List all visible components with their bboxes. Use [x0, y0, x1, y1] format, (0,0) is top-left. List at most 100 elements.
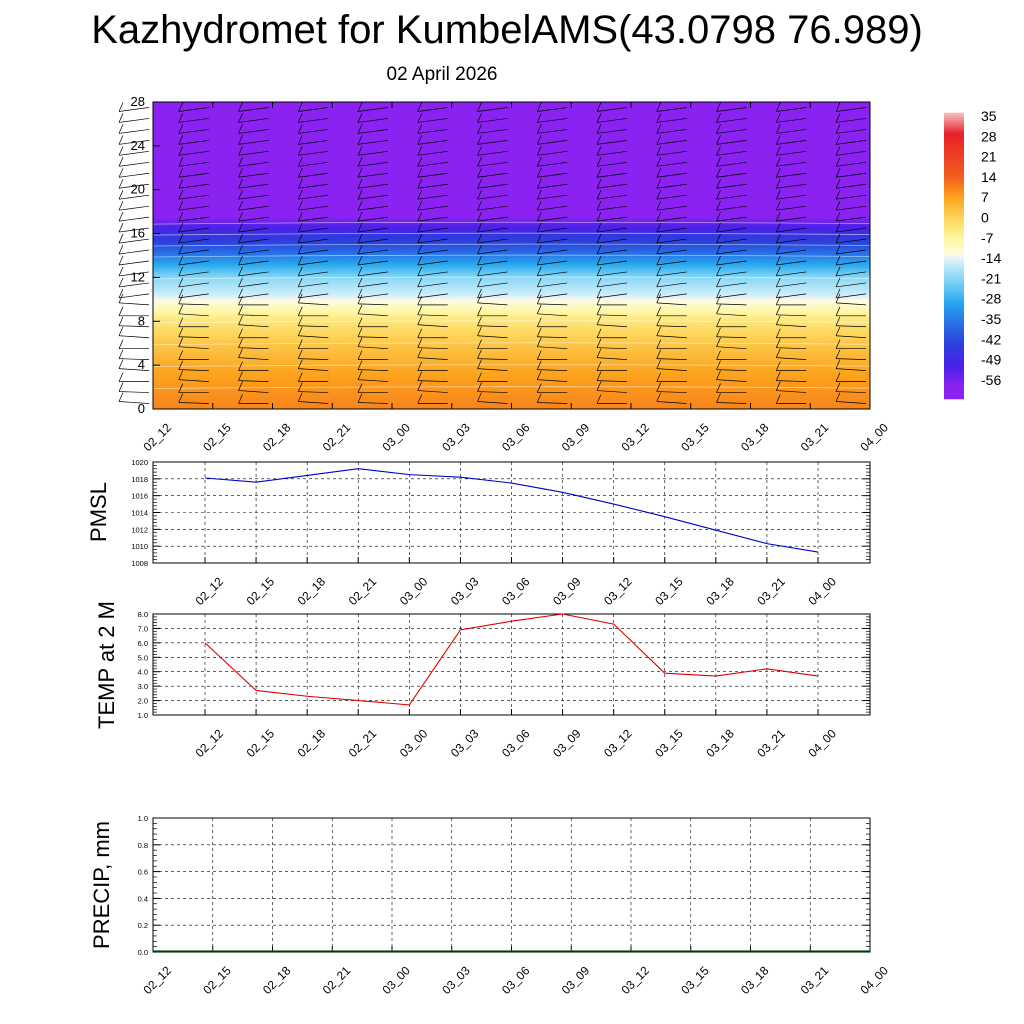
wind-barb-flag [656, 222, 662, 233]
wind-barb-staff [477, 335, 508, 339]
wind-barb [536, 317, 568, 328]
colorbar-swatch [944, 296, 964, 300]
wind-barb-staff [477, 194, 508, 200]
wind-barb-flag [118, 288, 124, 299]
wind-barb-flag [775, 371, 781, 381]
wind-barb [656, 179, 687, 189]
wind-barb [417, 244, 448, 255]
x-tick-label: 02_21 [346, 726, 380, 760]
heatmap-cell [153, 203, 870, 206]
wind-barb-flag [238, 315, 243, 325]
wind-barb-flag [596, 277, 602, 288]
wind-barb-flag [477, 277, 482, 288]
heatmap-cell [153, 212, 870, 215]
wind-barb [417, 102, 448, 112]
wind-barb [477, 179, 508, 189]
wind-barb [417, 146, 448, 156]
heatmap-cell [153, 179, 870, 182]
wind-barb [656, 306, 687, 317]
wind-barb [536, 393, 568, 404]
heatmap-cell [153, 316, 870, 319]
wind-barb-staff [238, 293, 269, 299]
wind-barb-staff [238, 271, 269, 277]
wind-barb-staff [656, 216, 687, 222]
wind-barb [477, 339, 508, 350]
colorbar-swatch [944, 169, 964, 173]
wind-barb [835, 146, 867, 156]
wind-barb-flag [477, 288, 482, 299]
heatmap-cell [153, 251, 870, 254]
colorbar-swatch [944, 367, 964, 371]
wind-barb-staff [596, 282, 628, 288]
contour-line [152, 254, 871, 258]
wind-barb [417, 361, 448, 371]
wind-barb-flag [477, 255, 482, 266]
x-tick-label: 03_06 [499, 420, 533, 454]
wind-barb-flag [835, 349, 841, 359]
wind-barb [536, 288, 568, 299]
wind-barb [835, 266, 867, 277]
wind-barb-staff [776, 347, 807, 350]
wind-barb [596, 348, 628, 361]
colorbar-swatch [944, 134, 964, 138]
wind-barb-staff [298, 335, 329, 339]
wind-barb-flag [118, 233, 124, 244]
heatmap-cell [153, 202, 870, 205]
heatmap-cell [153, 387, 870, 390]
heatmap-cell [153, 267, 870, 269]
x-tick-label: 03_09 [550, 726, 584, 760]
colorbar-swatch [944, 222, 964, 226]
heatmap-cell [153, 213, 870, 216]
colorbar-swatch [944, 241, 964, 245]
wind-barb-staff [716, 379, 747, 382]
wind-barb [118, 382, 150, 393]
wind-barb [477, 326, 508, 339]
heatmap-cell [153, 351, 870, 354]
wind-barb-staff [118, 282, 150, 288]
wind-barb-flag [656, 316, 662, 326]
wind-barb-staff [537, 260, 568, 266]
wind-barb-flag [716, 244, 721, 255]
wind-barb [775, 305, 807, 317]
wind-barb [297, 113, 329, 123]
wind-barb-staff [835, 401, 867, 404]
wind-barb-staff [357, 140, 389, 145]
wind-barb-flag [238, 233, 243, 244]
y-tick-label: 4 [138, 357, 145, 372]
wind-barb [536, 201, 568, 211]
heatmap-cell [153, 166, 870, 169]
wind-barb-flag [477, 211, 482, 222]
heatmap-cell [153, 118, 870, 120]
wind-barb-flag [417, 113, 423, 123]
colorbar-swatch [944, 382, 964, 385]
y-tick-label: 24 [131, 138, 145, 153]
wind-barb [297, 168, 329, 178]
heatmap-cell [153, 383, 870, 386]
wind-barb [775, 135, 807, 145]
wind-barb-staff [656, 172, 687, 178]
wind-barb-flag [716, 350, 721, 360]
wind-barb-flag [596, 201, 602, 211]
wind-barb [596, 328, 627, 339]
colorbar-swatch [944, 243, 964, 247]
wind-barb [297, 255, 329, 266]
colorbar-swatch [944, 300, 964, 304]
wind-barb-flag [536, 102, 542, 112]
wind-barb [716, 277, 747, 288]
x-tick-label: 03_12 [601, 574, 635, 608]
colorbar-swatch [944, 260, 964, 264]
wind-barb-staff [417, 260, 448, 266]
wind-barb-flag [417, 315, 423, 325]
wind-barb-flag [656, 190, 662, 200]
wind-barb-flag [716, 294, 721, 304]
wind-barb-flag [477, 157, 482, 167]
wind-barb-staff [776, 150, 807, 156]
wind-barb-staff [776, 249, 807, 255]
wind-barb-staff [835, 227, 867, 233]
heatmap-cell [153, 248, 870, 251]
heatmap-cell [153, 390, 870, 392]
colorbar-swatch [944, 193, 964, 197]
wind-barb [238, 201, 269, 211]
wind-barb-flag [417, 211, 423, 222]
